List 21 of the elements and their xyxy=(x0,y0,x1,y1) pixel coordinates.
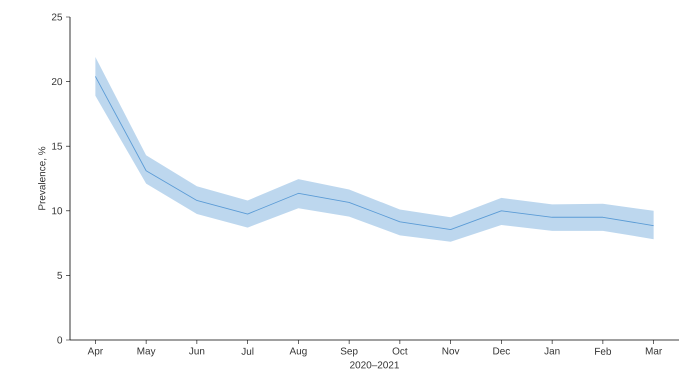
y-tick-label: 10 xyxy=(52,207,62,214)
x-tick-label: May xyxy=(138,348,156,356)
y-axis-title: Prevalence, % xyxy=(38,146,47,210)
x-tick-label: Mar xyxy=(646,348,662,354)
x-tick-label: Jun xyxy=(189,348,204,354)
x-axis-title: 2020–2021 xyxy=(350,361,399,368)
x-tick-label: Dec xyxy=(493,348,510,354)
x-tick-label: Aug xyxy=(290,348,307,356)
x-tick-label: Jul xyxy=(241,348,254,355)
y-tick-label: 15 xyxy=(52,142,62,150)
x-tick-label: Jan xyxy=(544,348,560,354)
y-tick-label: 0 xyxy=(57,336,62,344)
x-tick-label: Oct xyxy=(392,348,408,355)
y-tick-label: 20 xyxy=(52,78,62,86)
x-tick-label: Feb xyxy=(595,348,612,355)
x-tick-label: Apr xyxy=(88,348,103,356)
line-series xyxy=(94,76,654,230)
x-tick-label: Sep xyxy=(340,348,358,357)
y-tick-label: 5 xyxy=(57,272,62,279)
x-tick-label: Nov xyxy=(442,348,460,354)
y-tick-label: 25 xyxy=(52,13,62,21)
